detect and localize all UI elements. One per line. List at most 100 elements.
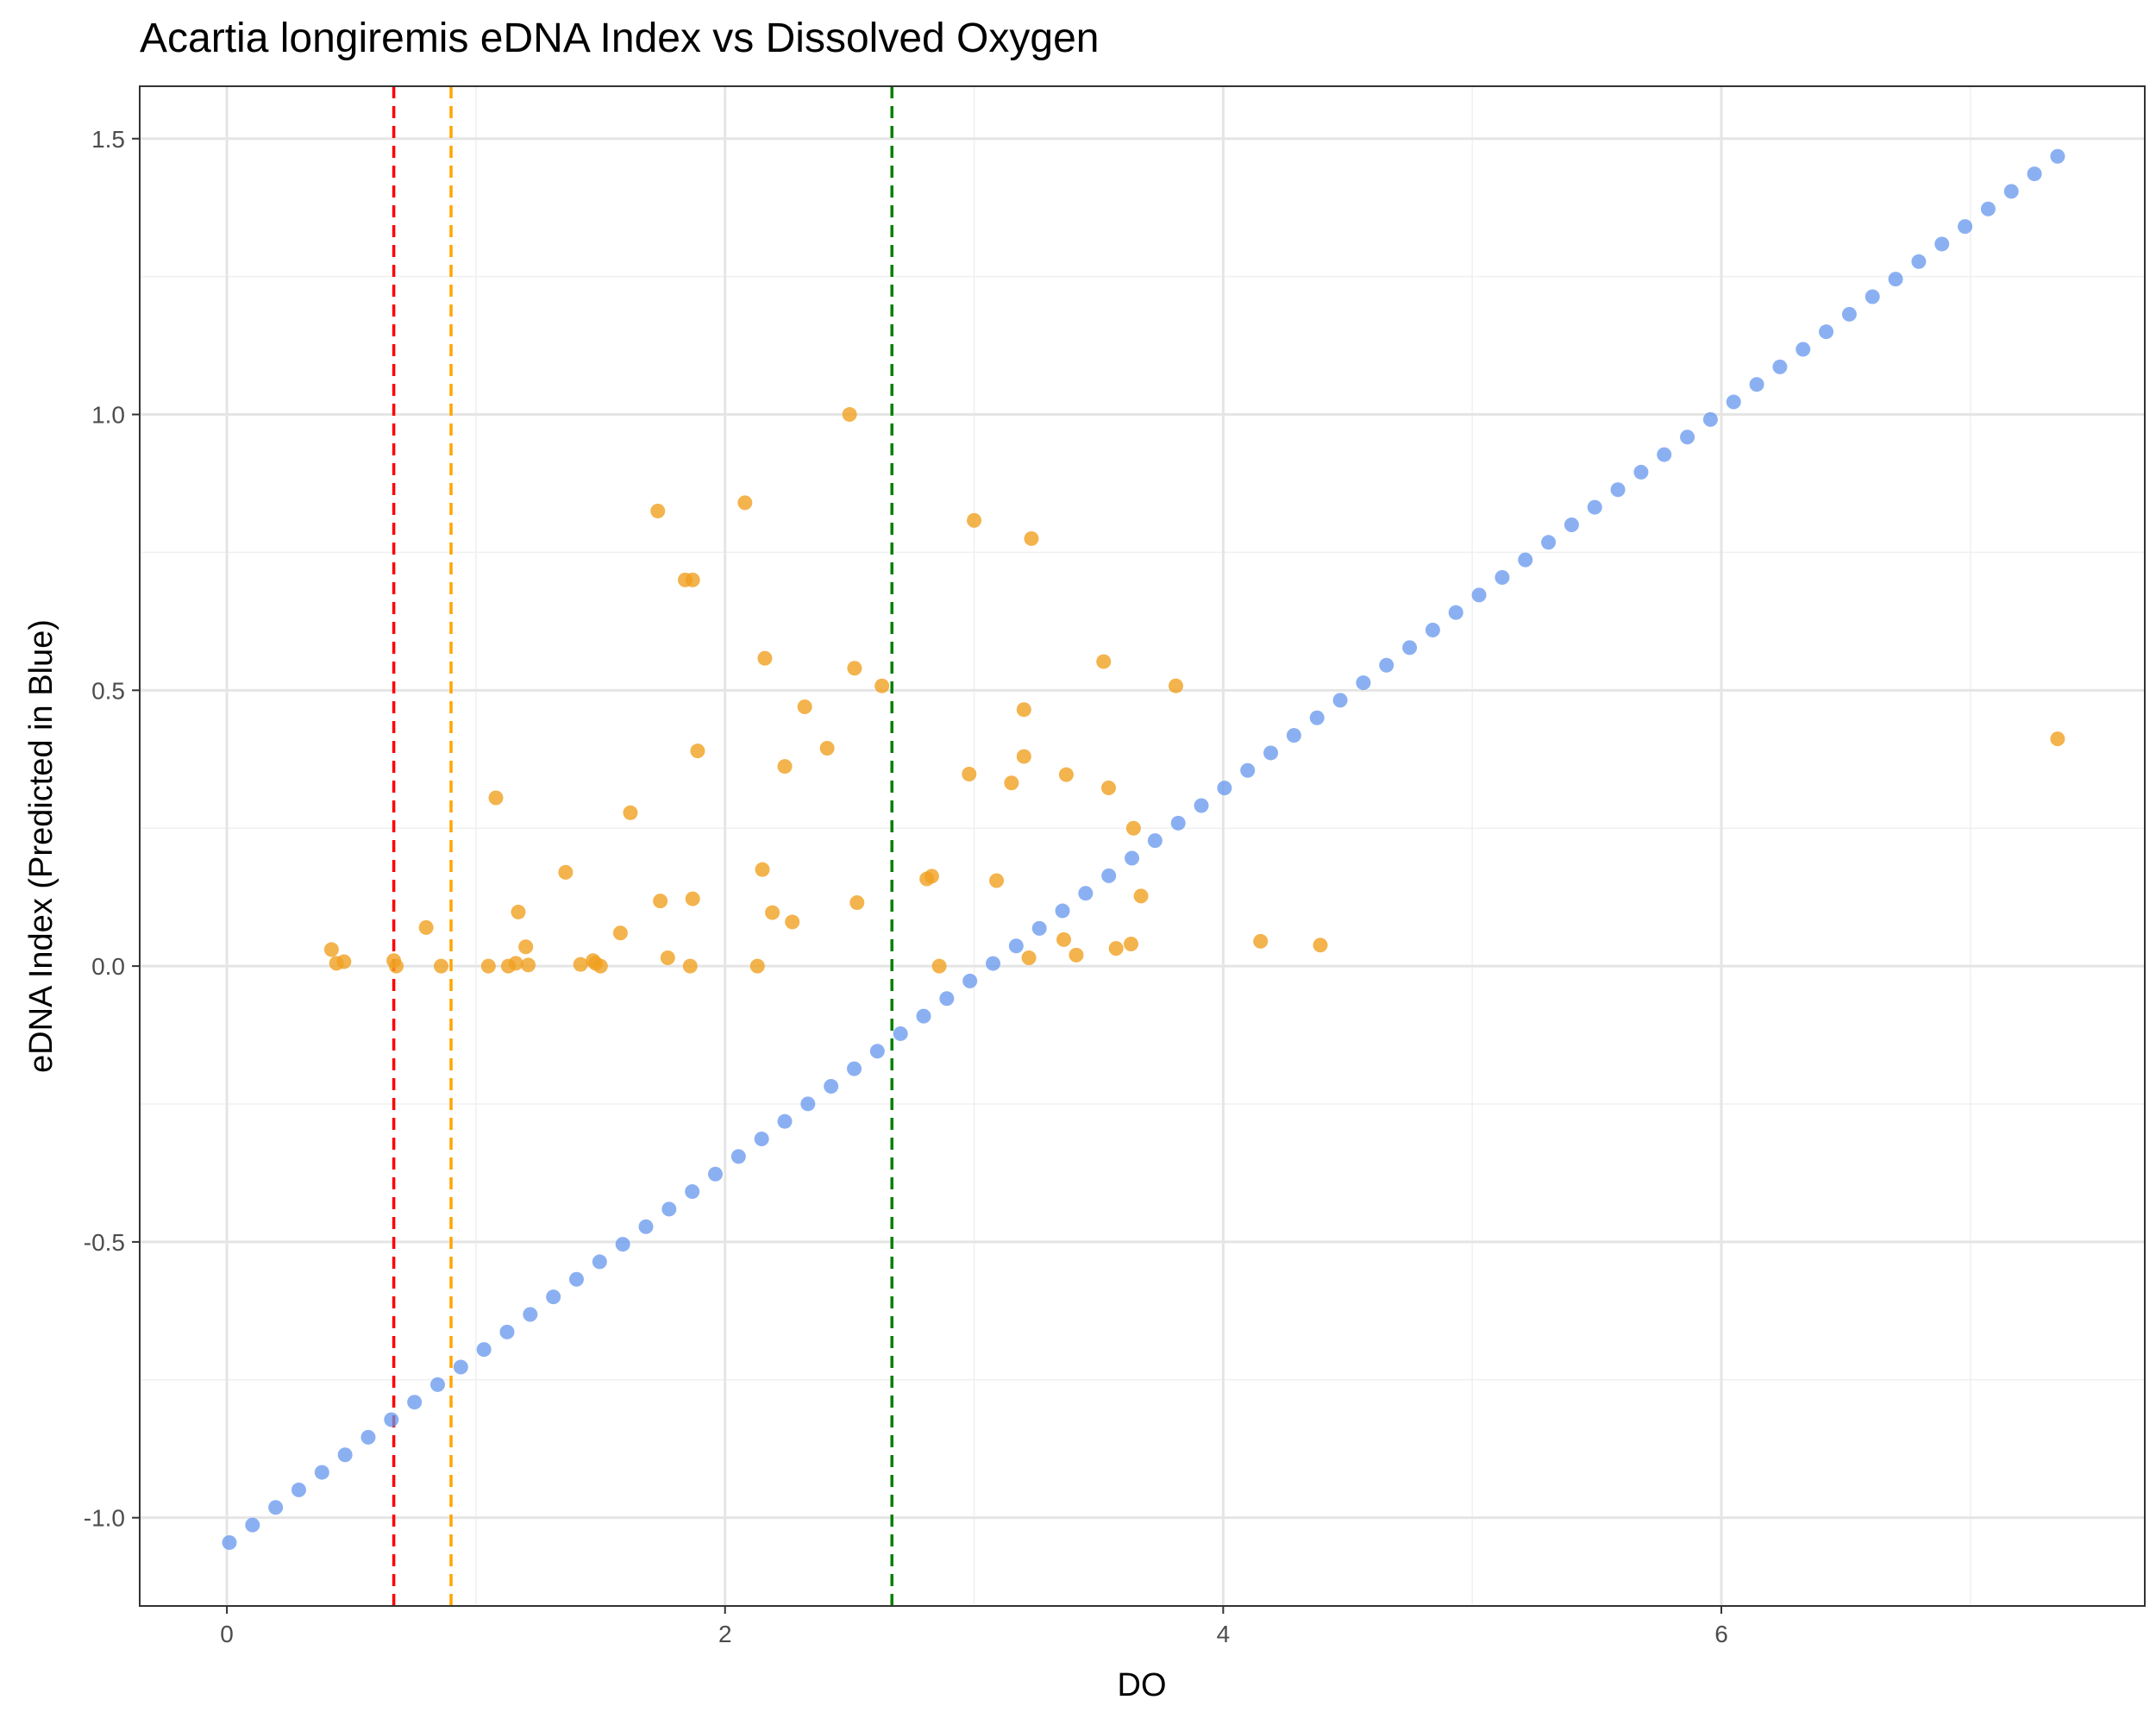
observed-point xyxy=(521,957,536,973)
predicted-point xyxy=(568,1271,584,1287)
observed-point xyxy=(418,919,434,935)
observed-point xyxy=(323,942,339,957)
observed-point xyxy=(2050,731,2065,747)
observed-point xyxy=(653,894,668,909)
predicted-point xyxy=(1008,938,1024,954)
predicted-point xyxy=(245,1517,260,1533)
observed-point xyxy=(573,957,588,972)
predicted-point xyxy=(1147,833,1163,849)
predicted-point xyxy=(1356,675,1371,691)
predicted-point xyxy=(916,1008,931,1024)
predicted-point xyxy=(615,1237,630,1252)
predicted-point xyxy=(1796,342,1811,357)
observed-point xyxy=(765,905,780,920)
predicted-point xyxy=(1031,920,1047,936)
observed-point xyxy=(1021,950,1037,966)
predicted-point xyxy=(1263,745,1279,761)
predicted-point xyxy=(1772,359,1788,374)
predicted-point xyxy=(777,1113,793,1129)
predicted-point xyxy=(476,1342,492,1358)
predicted-point xyxy=(708,1166,724,1182)
predicted-point xyxy=(523,1307,538,1322)
predicted-point xyxy=(1309,710,1325,725)
y-tick-label: 1.0 xyxy=(91,402,125,429)
predicted-point xyxy=(1471,587,1487,603)
predicted-point xyxy=(1610,482,1626,498)
observed-point xyxy=(1253,933,1269,949)
predicted-point xyxy=(638,1219,654,1234)
plot-panel-border xyxy=(139,85,2146,1607)
observed-point xyxy=(737,495,753,511)
predicted-point xyxy=(268,1500,284,1515)
observed-point xyxy=(847,661,862,676)
x-tick-label: 0 xyxy=(220,1621,234,1647)
predicted-point xyxy=(754,1132,769,1147)
reference-lines xyxy=(392,86,893,1606)
observed-point xyxy=(388,958,404,974)
observed-point xyxy=(508,956,523,971)
predicted-point xyxy=(893,1026,908,1041)
predicted-point xyxy=(1934,236,1950,252)
observed-point xyxy=(849,895,865,911)
observed-point xyxy=(685,572,700,587)
predicted-point xyxy=(962,973,978,988)
predicted-point xyxy=(824,1078,839,1094)
predicted-point xyxy=(499,1324,515,1339)
predicted-point xyxy=(546,1289,561,1305)
predicted-point xyxy=(661,1201,677,1217)
predicted-point xyxy=(222,1534,237,1550)
y-axis-title: eDNA Index (Predicted in Blue) xyxy=(23,619,60,1073)
observed-point xyxy=(690,743,705,759)
predicted-point xyxy=(1819,324,1834,340)
y-tick-label: 0.5 xyxy=(91,677,125,704)
predicted-point xyxy=(1170,815,1186,831)
x-axis-ticks: 0 2 4 6 xyxy=(220,1606,1728,1647)
predicted-point xyxy=(1958,219,1973,235)
observed-point xyxy=(1125,820,1141,836)
y-tick-label: -1.0 xyxy=(84,1505,125,1532)
observed-point xyxy=(1016,702,1031,718)
y-tick-label: 1.5 xyxy=(91,126,125,153)
observed-point xyxy=(1313,938,1328,953)
predicted-point xyxy=(1286,728,1301,743)
observed-point xyxy=(1016,749,1031,764)
observed-point xyxy=(819,740,835,756)
predicted-point xyxy=(1888,272,1903,287)
observed-point xyxy=(1168,678,1183,693)
observed-point xyxy=(797,699,812,715)
predicted-point xyxy=(384,1412,399,1427)
predicted-point xyxy=(2027,166,2042,182)
x-tick-label: 2 xyxy=(718,1621,732,1647)
observed-point xyxy=(989,873,1005,888)
observed-point xyxy=(757,650,773,666)
observed-point xyxy=(480,958,496,974)
predicted-point xyxy=(1518,552,1533,568)
observed-point xyxy=(623,805,638,820)
observed-point xyxy=(785,914,800,930)
x-tick-label: 6 xyxy=(1714,1621,1728,1647)
predicted-point xyxy=(1078,886,1094,901)
observed-point xyxy=(924,869,939,884)
predicted-point xyxy=(407,1395,423,1410)
predicted-point xyxy=(337,1447,353,1463)
predicted-point xyxy=(1726,394,1741,410)
predicted-point xyxy=(2050,148,2065,164)
observed-point xyxy=(1096,654,1112,669)
observed-point xyxy=(1124,937,1139,952)
observed-points xyxy=(323,407,2065,974)
predicted-point xyxy=(429,1377,445,1392)
predicted-point xyxy=(291,1482,306,1497)
predicted-point xyxy=(869,1044,885,1059)
x-tick-label: 4 xyxy=(1217,1621,1231,1647)
predicted-point xyxy=(847,1061,862,1076)
observed-point xyxy=(682,958,698,974)
y-tick-label: -0.5 xyxy=(84,1229,125,1256)
predicted-point xyxy=(453,1359,468,1375)
predicted-points xyxy=(222,148,2065,1550)
predicted-point xyxy=(1633,464,1649,480)
predicted-point xyxy=(1448,605,1463,620)
observed-point xyxy=(488,790,504,806)
predicted-point xyxy=(1495,569,1510,585)
chart-title: Acartia longiremis eDNA Index vs Dissolv… xyxy=(140,16,1099,61)
